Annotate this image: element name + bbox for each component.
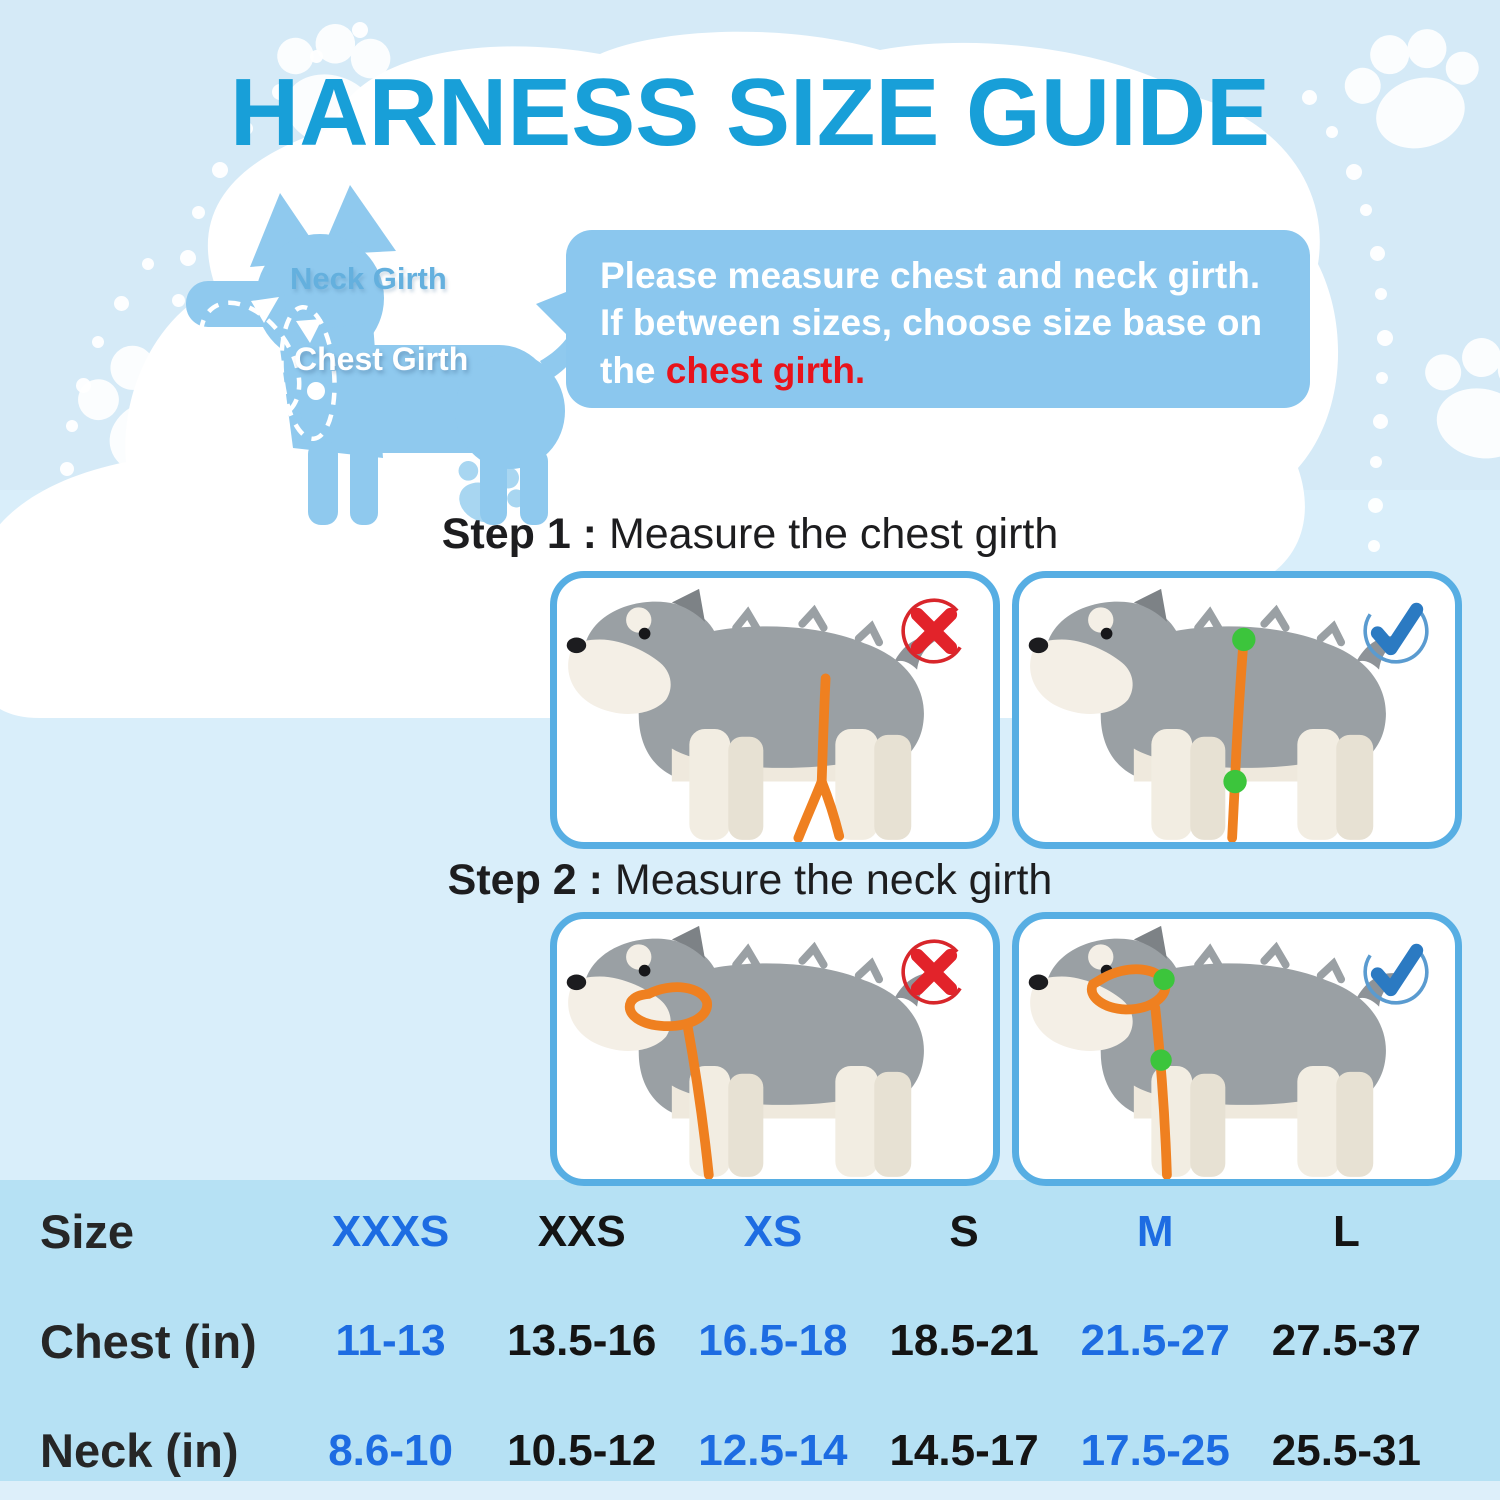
- chihuahua-silhouette: [186, 185, 592, 525]
- dog-photo-illustration: [557, 583, 993, 842]
- measuring-tape: [624, 982, 714, 1179]
- dog-measure-diagram: Neck Girth Chest Girth: [138, 183, 653, 531]
- chest-l: 27.5-37: [1271, 1316, 1422, 1365]
- decor-dot: [212, 162, 228, 178]
- decor-dot: [1375, 288, 1387, 300]
- chest-xxxs: 11-13: [335, 1316, 446, 1365]
- size-col-s: S: [949, 1206, 979, 1256]
- measure-point-dots: [1223, 628, 1256, 794]
- bottom-light-strip: [0, 1481, 1500, 1500]
- x-mark-icon: [895, 933, 973, 1011]
- measuring-tape: [1086, 964, 1172, 1179]
- size-row-label: Size: [40, 1205, 135, 1258]
- size-col-m: M: [1136, 1206, 1174, 1256]
- chest-xxs: 13.5-16: [507, 1316, 657, 1365]
- decor-dot: [1376, 372, 1388, 384]
- size-col-xxxs: XXXS: [331, 1206, 450, 1256]
- x-mark-icon: [895, 592, 973, 670]
- step2-heading: Step 2 : Measure the neck girth: [447, 856, 1053, 904]
- step2-wrong-photo-card: [550, 912, 1000, 1186]
- neck-xxs: 10.5-12: [507, 1425, 657, 1475]
- decor-dot: [142, 258, 154, 270]
- decor-dot: [60, 462, 74, 476]
- decor-dot: [1058, 104, 1067, 113]
- chest-row: Chest (in) 11-13 13.5-16 16.5-18 18.5-21…: [40, 1314, 1442, 1369]
- page-title: HARNESS SIZE GUIDE: [229, 59, 1271, 166]
- decor-dot: [352, 22, 368, 38]
- dog-photo-illustration: [557, 920, 993, 1179]
- neck-row: Neck (in) 8.6-10 10.5-12 12.5-14 14.5-17…: [40, 1423, 1442, 1478]
- size-col-l: L: [1332, 1206, 1360, 1256]
- measure-point-dots: [1150, 968, 1175, 1072]
- neck-girth-label: Neck Girth: [290, 261, 447, 296]
- decor-dot: [272, 84, 288, 100]
- decor-dot: [310, 50, 323, 63]
- decor-dot: [1216, 160, 1226, 170]
- decor-dot: [1377, 330, 1393, 346]
- neck-xs: 12.5-14: [698, 1425, 848, 1475]
- size-col-xxs: XXS: [537, 1206, 626, 1256]
- chest-m: 21.5-27: [1080, 1316, 1230, 1365]
- chest-girth-highlight: chest girth: [665, 349, 855, 391]
- decor-dot: [700, 212, 708, 220]
- decor-dot: [560, 100, 569, 109]
- check-mark-icon: [1357, 933, 1435, 1011]
- size-col-xs: XS: [743, 1206, 803, 1256]
- decor-dot: [240, 122, 253, 135]
- step2-correct-photo-card: [1012, 912, 1462, 1186]
- decor-dot: [1368, 540, 1380, 552]
- decor-dot: [1360, 204, 1372, 216]
- decor-dot: [1346, 164, 1362, 180]
- decor-dot: [180, 250, 196, 266]
- chest-xs: 16.5-18: [698, 1316, 848, 1365]
- decor-dot: [192, 206, 205, 219]
- chest-girth-label: Chest Girth: [294, 341, 469, 377]
- decor-dot: [76, 378, 91, 393]
- decor-dot: [1150, 210, 1159, 219]
- step1-heading: Step 1 : Measure the chest girth: [441, 510, 1059, 558]
- chest-row-label: Chest (in): [40, 1314, 257, 1368]
- neck-l: 25.5-31: [1271, 1425, 1422, 1475]
- decor-dot: [1370, 246, 1385, 261]
- decor-dot: [172, 294, 185, 307]
- table-background-band: [0, 1180, 1500, 1500]
- decor-dot: [1370, 456, 1382, 468]
- speech-bubble: Please measure chest and neck girth. If b…: [536, 230, 1310, 408]
- decor-dot: [836, 86, 846, 96]
- check-mark-icon: [1357, 592, 1435, 670]
- decor-dot: [170, 338, 185, 353]
- decor-dot: [92, 336, 104, 348]
- size-table: Size XXXS XXS XS S M L Chest (in) 11-13 …: [0, 1180, 1500, 1500]
- dog-photo-illustration: [1019, 920, 1455, 1179]
- neck-row-label: Neck (in): [40, 1424, 239, 1477]
- size-row: Size XXXS XXS XS S M L: [40, 1204, 1442, 1259]
- decor-dot: [1373, 414, 1388, 429]
- decor-dot: [1302, 90, 1317, 105]
- decor-dot: [174, 382, 186, 394]
- speech-bubble-text: Please measure chest and neck girth. If b…: [600, 255, 1263, 391]
- decor-dot: [114, 296, 129, 311]
- measuring-tape: [793, 673, 845, 842]
- decor-dot: [1326, 126, 1338, 138]
- neck-s: 14.5-17: [889, 1425, 1039, 1475]
- decor-dot: [66, 420, 78, 432]
- step1-wrong-photo-card: [550, 571, 1000, 849]
- decor-dot: [920, 206, 929, 215]
- dog-photo-illustration: [1019, 583, 1455, 842]
- step1-correct-photo-card: [1012, 571, 1462, 849]
- decor-dot: [1368, 498, 1383, 513]
- girth-measure-loops: [198, 300, 337, 442]
- neck-xxxs: 8.6-10: [328, 1425, 453, 1475]
- chest-s: 18.5-21: [889, 1316, 1039, 1365]
- neck-m: 17.5-25: [1080, 1425, 1230, 1475]
